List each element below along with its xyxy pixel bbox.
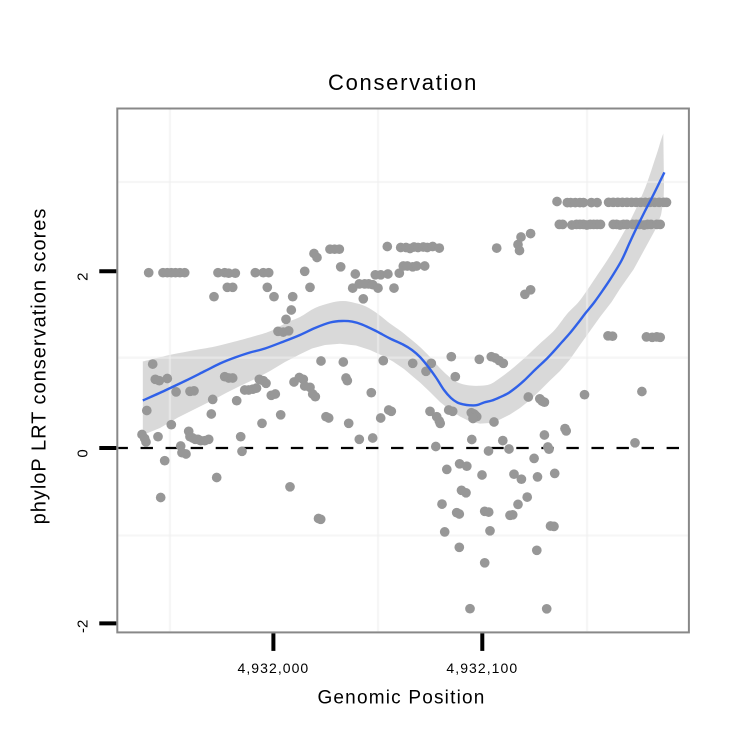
svg-text:4,932,000: 4,932,000 xyxy=(238,660,310,676)
svg-text:phyloP LRT conservation scores: phyloP LRT conservation scores xyxy=(29,208,51,525)
svg-text:4,932,100: 4,932,100 xyxy=(446,660,518,676)
svg-text:Conservation: Conservation xyxy=(328,70,478,95)
svg-text:2: 2 xyxy=(75,273,92,281)
svg-text:0: 0 xyxy=(75,449,92,457)
svg-text:-2: -2 xyxy=(75,620,92,633)
svg-text:Genomic Position: Genomic Position xyxy=(317,688,485,709)
